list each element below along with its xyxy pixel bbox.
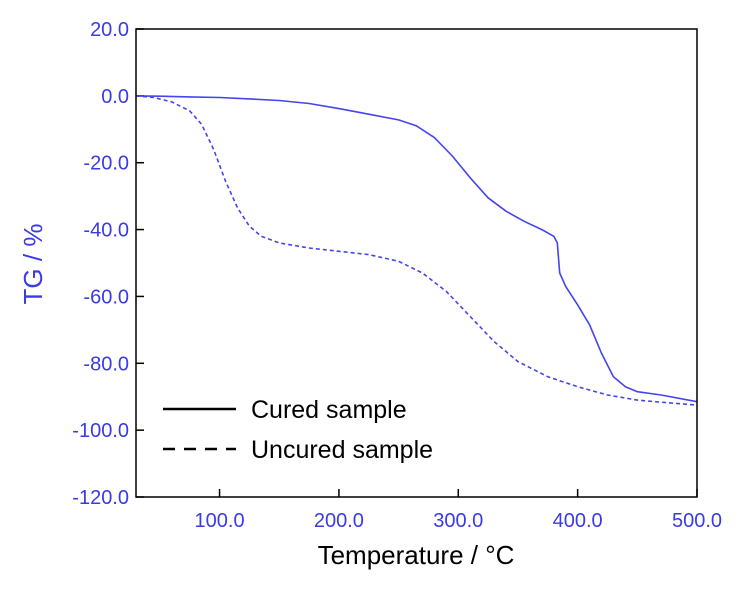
series-line-uncured: [135, 95, 698, 406]
y-tick-label: -20.0: [83, 153, 129, 175]
axis-ticks: [136, 28, 698, 498]
y-tick-label: 0.0: [101, 86, 129, 108]
y-tick-label: -80.0: [83, 353, 129, 375]
series-line-cured: [135, 95, 698, 403]
y-tick-label: -40.0: [83, 220, 129, 242]
y-tick-label: -100.0: [72, 420, 129, 442]
y-tick-label: -60.0: [83, 286, 129, 308]
legend-label-uncured: Uncured sample: [251, 436, 433, 464]
x-tick-label: 100.0: [195, 510, 245, 532]
x-tick-label: 400.0: [553, 510, 603, 532]
legend-label-cured: Cured sample: [251, 396, 407, 424]
y-tick-label: 20.0: [90, 19, 129, 41]
x-tick-label: 300.0: [433, 510, 483, 532]
series-layer: [135, 95, 698, 406]
y-axis-label: TG / %: [18, 224, 48, 305]
x-tick-label: 200.0: [314, 510, 364, 532]
plot-frame: [135, 28, 698, 498]
y-tick-label: -120.0: [72, 487, 129, 509]
axis-tick-labels: 20.0 0.0 -20.0 -40.0 -60.0 -80.0 -100.0 -120.0 1…: [72, 19, 722, 532]
legend: Cured sample Uncured sample: [163, 396, 433, 464]
x-axis-label: Temperature / °C: [318, 540, 515, 570]
x-tick-label: 500.0: [672, 510, 722, 532]
